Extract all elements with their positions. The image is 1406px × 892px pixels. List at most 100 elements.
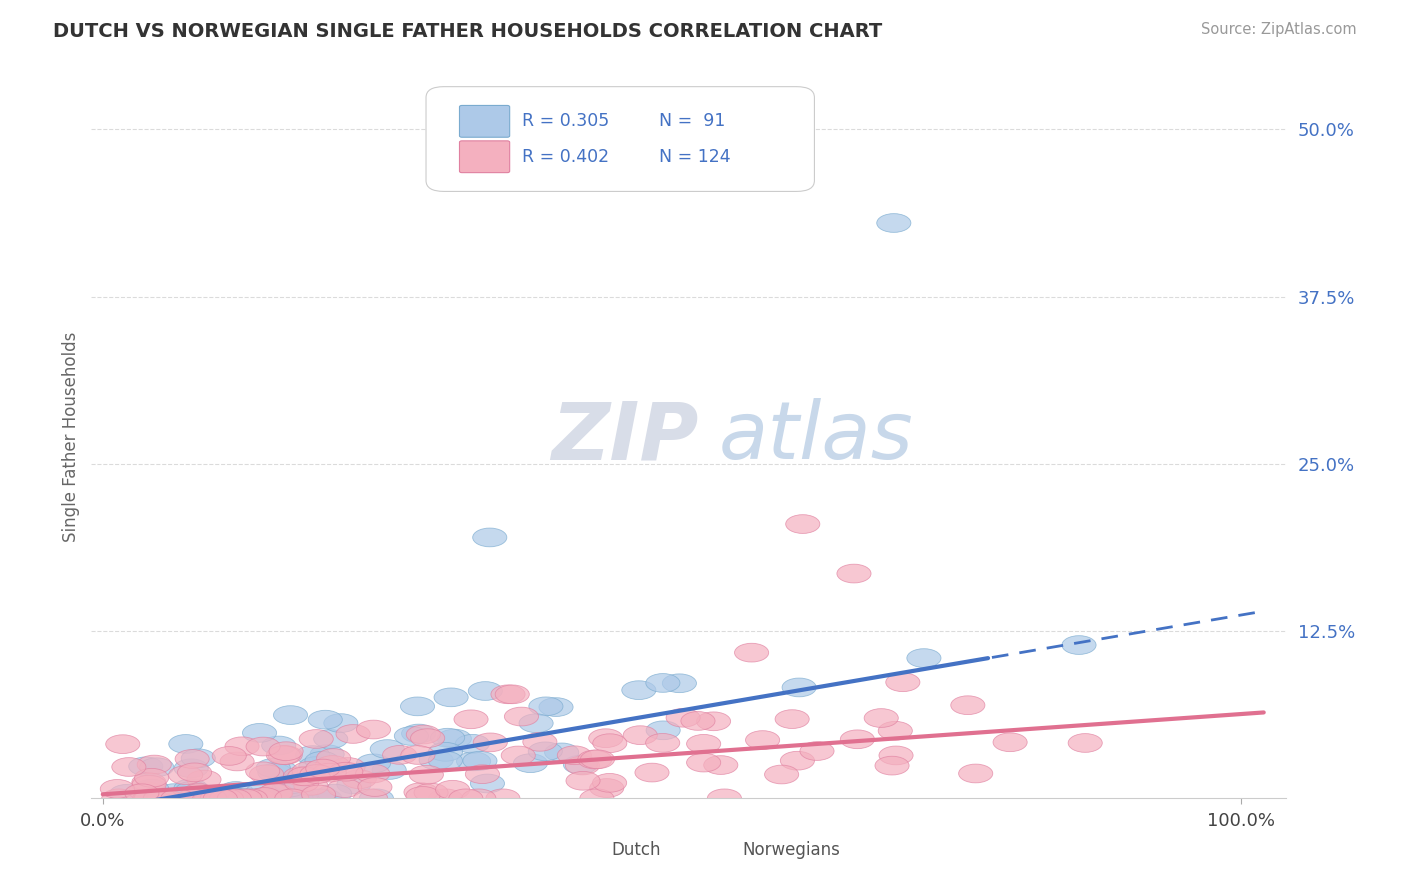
Ellipse shape xyxy=(704,756,738,774)
Ellipse shape xyxy=(308,789,342,808)
Ellipse shape xyxy=(318,784,352,803)
Ellipse shape xyxy=(696,712,731,731)
Ellipse shape xyxy=(879,722,912,740)
Ellipse shape xyxy=(645,673,681,692)
FancyBboxPatch shape xyxy=(692,835,734,865)
Ellipse shape xyxy=(429,742,463,761)
Ellipse shape xyxy=(513,754,547,772)
Ellipse shape xyxy=(565,756,599,775)
Ellipse shape xyxy=(519,714,553,732)
Ellipse shape xyxy=(454,710,488,729)
Ellipse shape xyxy=(205,789,240,808)
Text: atlas: atlas xyxy=(718,398,914,476)
Ellipse shape xyxy=(302,789,336,808)
Ellipse shape xyxy=(529,697,562,715)
Ellipse shape xyxy=(411,729,444,747)
Ellipse shape xyxy=(221,789,254,808)
Ellipse shape xyxy=(360,789,394,808)
Ellipse shape xyxy=(886,673,920,691)
Ellipse shape xyxy=(765,765,799,784)
Ellipse shape xyxy=(581,750,614,769)
Ellipse shape xyxy=(336,724,370,743)
Ellipse shape xyxy=(993,733,1028,752)
Ellipse shape xyxy=(211,789,245,808)
Ellipse shape xyxy=(879,746,912,764)
Ellipse shape xyxy=(686,734,721,753)
Ellipse shape xyxy=(195,789,229,808)
Ellipse shape xyxy=(256,758,290,777)
Ellipse shape xyxy=(786,515,820,533)
Ellipse shape xyxy=(472,528,506,547)
Ellipse shape xyxy=(328,779,361,797)
Ellipse shape xyxy=(404,783,439,802)
Ellipse shape xyxy=(292,762,326,780)
Ellipse shape xyxy=(370,739,405,758)
Ellipse shape xyxy=(449,789,482,808)
Ellipse shape xyxy=(135,768,169,787)
Ellipse shape xyxy=(841,730,875,748)
Ellipse shape xyxy=(295,746,330,764)
Ellipse shape xyxy=(217,789,252,808)
Ellipse shape xyxy=(316,748,350,767)
Ellipse shape xyxy=(160,789,195,808)
Ellipse shape xyxy=(734,643,769,662)
Ellipse shape xyxy=(273,706,308,724)
Ellipse shape xyxy=(174,759,208,778)
Ellipse shape xyxy=(125,784,159,803)
Ellipse shape xyxy=(284,789,318,808)
Ellipse shape xyxy=(557,746,592,764)
Ellipse shape xyxy=(538,698,574,716)
Ellipse shape xyxy=(257,764,292,782)
Ellipse shape xyxy=(308,710,342,729)
Ellipse shape xyxy=(544,743,579,762)
Ellipse shape xyxy=(269,742,304,761)
Ellipse shape xyxy=(187,770,221,789)
Ellipse shape xyxy=(233,789,267,808)
Ellipse shape xyxy=(457,752,491,771)
Ellipse shape xyxy=(301,785,336,804)
Ellipse shape xyxy=(305,759,340,778)
Ellipse shape xyxy=(501,746,536,764)
Ellipse shape xyxy=(246,762,280,780)
Ellipse shape xyxy=(266,746,301,764)
Ellipse shape xyxy=(278,789,314,808)
Ellipse shape xyxy=(157,784,191,803)
Ellipse shape xyxy=(311,745,344,764)
Ellipse shape xyxy=(129,782,163,801)
Ellipse shape xyxy=(337,775,371,794)
Ellipse shape xyxy=(246,737,280,756)
Ellipse shape xyxy=(419,751,453,770)
Ellipse shape xyxy=(429,751,463,770)
Ellipse shape xyxy=(877,214,911,232)
Ellipse shape xyxy=(907,648,941,667)
Ellipse shape xyxy=(782,678,817,697)
Ellipse shape xyxy=(775,710,810,729)
Ellipse shape xyxy=(101,789,136,808)
Text: R = 0.402: R = 0.402 xyxy=(522,148,609,166)
Ellipse shape xyxy=(437,730,471,748)
Ellipse shape xyxy=(132,773,166,792)
Ellipse shape xyxy=(204,789,238,808)
Ellipse shape xyxy=(323,714,359,732)
Ellipse shape xyxy=(129,757,163,776)
Ellipse shape xyxy=(707,789,741,808)
Ellipse shape xyxy=(567,772,600,790)
Ellipse shape xyxy=(169,765,202,784)
Ellipse shape xyxy=(242,789,276,808)
Ellipse shape xyxy=(402,724,436,743)
Ellipse shape xyxy=(357,720,391,739)
Ellipse shape xyxy=(174,779,208,797)
Ellipse shape xyxy=(209,789,243,808)
Ellipse shape xyxy=(505,707,538,726)
Ellipse shape xyxy=(149,789,183,808)
Ellipse shape xyxy=(273,789,307,808)
Ellipse shape xyxy=(143,789,177,808)
Ellipse shape xyxy=(110,785,143,804)
Text: Norwegians: Norwegians xyxy=(742,841,841,859)
Ellipse shape xyxy=(139,758,174,777)
Ellipse shape xyxy=(413,783,449,802)
Ellipse shape xyxy=(176,749,209,768)
Text: N =  91: N = 91 xyxy=(659,112,725,130)
Ellipse shape xyxy=(225,737,259,756)
Ellipse shape xyxy=(837,565,872,583)
